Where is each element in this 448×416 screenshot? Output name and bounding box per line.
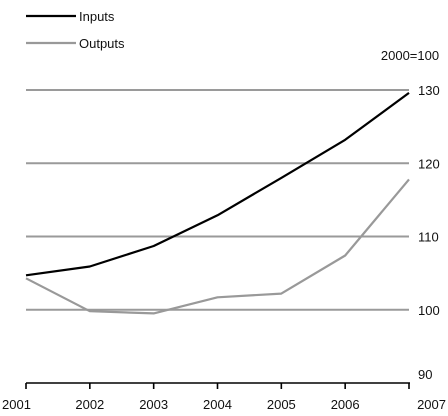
x-tick-label-2002: 2002 bbox=[75, 397, 104, 412]
x-tick-label-2001: 2001 bbox=[2, 397, 31, 412]
x-tick-label-2004: 2004 bbox=[203, 397, 232, 412]
series-line-outputs bbox=[25, 178, 410, 315]
legend-label-inputs: Inputs bbox=[79, 9, 115, 24]
y-tick-label-100: 100 bbox=[418, 303, 440, 318]
x-axis-tick-labels: 2001 2002 2003 2004 2005 2006 2007 bbox=[2, 397, 446, 412]
x-tick-label-2003: 2003 bbox=[139, 397, 168, 412]
series-line-inputs bbox=[25, 92, 410, 277]
y-axis-tick-labels: 90 100 110 120 130 bbox=[418, 83, 440, 382]
y-tick-label-110: 110 bbox=[418, 230, 439, 245]
legend: Inputs Outputs bbox=[26, 9, 125, 51]
series-lines bbox=[25, 92, 410, 315]
x-tick-label-2006: 2006 bbox=[331, 397, 360, 412]
gridlines bbox=[26, 89, 409, 311]
x-axis bbox=[25, 382, 410, 389]
y-tick-label-130: 130 bbox=[418, 83, 440, 98]
legend-label-outputs: Outputs bbox=[79, 36, 125, 51]
x-tick-label-2007: 2007 bbox=[417, 397, 446, 412]
y-tick-label-90: 90 bbox=[418, 367, 432, 382]
y-tick-label-120: 120 bbox=[418, 156, 440, 171]
x-tick-label-2005: 2005 bbox=[267, 397, 296, 412]
unit-label: 2000=100 bbox=[381, 48, 439, 63]
